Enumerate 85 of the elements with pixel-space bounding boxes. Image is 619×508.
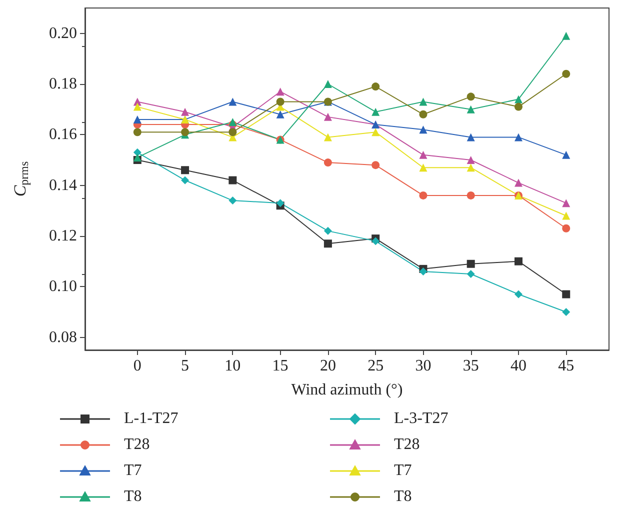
point	[419, 126, 428, 134]
x-tick-label: 35	[462, 358, 479, 374]
point	[324, 158, 332, 167]
point	[466, 191, 475, 200]
point	[466, 164, 475, 172]
point	[466, 270, 475, 278]
x-tick-label: 0	[133, 358, 142, 374]
point	[181, 108, 190, 116]
x-tick-label: 40	[510, 358, 526, 374]
x-tick-label: 5	[181, 358, 190, 374]
point	[514, 102, 522, 111]
point	[324, 80, 332, 88]
point	[324, 226, 332, 235]
y-tick-label: 0.18	[49, 76, 77, 92]
point	[181, 176, 190, 184]
point	[514, 290, 522, 298]
point	[466, 133, 475, 142]
point	[562, 150, 570, 159]
y-tick-label: 0.16	[49, 126, 77, 144]
point	[324, 112, 332, 121]
point	[228, 128, 237, 136]
point	[276, 199, 284, 208]
legend-label: L-3-T27	[394, 410, 448, 428]
x-axis-title: Wind azimuth (°)	[291, 382, 403, 398]
point	[372, 237, 380, 246]
point	[181, 166, 190, 174]
point	[562, 212, 570, 220]
point	[133, 153, 142, 162]
point	[133, 128, 142, 136]
point	[466, 260, 475, 268]
point	[562, 308, 570, 316]
point	[562, 199, 570, 208]
point	[466, 92, 475, 101]
legend-label: T28	[394, 436, 420, 454]
y-tick-label: 0.20	[49, 24, 77, 42]
x-tick-label: 15	[272, 358, 288, 374]
point	[228, 176, 237, 184]
point	[562, 32, 570, 40]
legend-label: T7	[394, 462, 412, 480]
point	[276, 98, 284, 106]
point	[466, 156, 475, 164]
point	[372, 128, 380, 136]
point	[419, 98, 428, 106]
point	[514, 257, 522, 266]
point	[228, 98, 237, 106]
point	[372, 82, 380, 91]
point	[276, 110, 284, 118]
y-tick-label: 0.12	[49, 228, 77, 244]
legend-label: T7	[124, 462, 142, 480]
point	[514, 95, 522, 104]
point	[514, 178, 522, 187]
point	[133, 148, 142, 156]
point	[324, 240, 332, 248]
point	[276, 88, 284, 96]
legend-label: L-1-T27	[124, 410, 178, 428]
x-tick-label: 25	[368, 358, 384, 374]
point	[562, 290, 570, 298]
legend-label: T8	[124, 488, 142, 506]
point	[562, 224, 570, 232]
point	[419, 164, 428, 172]
legend-label: T8	[394, 488, 412, 506]
legend-label: T28	[124, 436, 150, 454]
point	[419, 150, 428, 159]
point	[562, 70, 570, 78]
point	[514, 133, 522, 142]
point	[419, 191, 428, 200]
y-tick-label: 0.10	[49, 278, 77, 296]
point	[133, 102, 142, 111]
y-axis-title: Cprms	[10, 161, 31, 197]
point	[419, 267, 428, 276]
y-tick-label: 0.14	[49, 176, 77, 194]
point	[372, 108, 380, 116]
point	[324, 133, 332, 142]
point	[228, 118, 237, 126]
point	[466, 105, 475, 114]
x-tick-label: 45	[558, 358, 574, 374]
point	[181, 128, 190, 136]
x-tick-label: 10	[224, 358, 241, 374]
y-tick-label: 0.08	[49, 328, 77, 346]
x-tick-label: 20	[320, 358, 336, 374]
point	[372, 161, 380, 170]
point	[228, 196, 237, 205]
point	[419, 110, 428, 118]
x-tick-label: 30	[415, 358, 432, 374]
point	[133, 115, 142, 124]
